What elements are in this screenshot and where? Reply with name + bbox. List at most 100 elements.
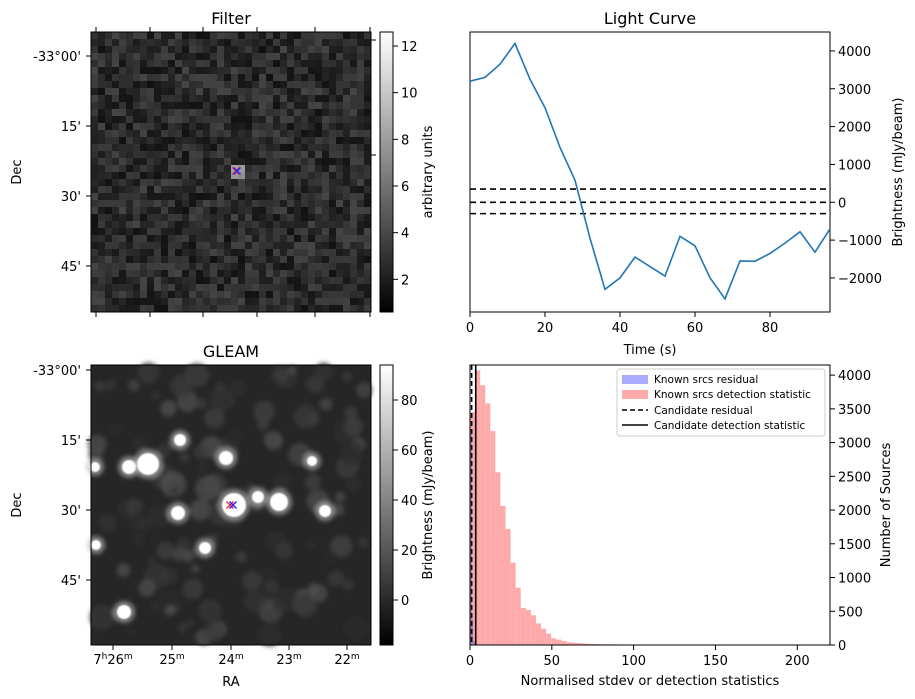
filter-colorbar-tick-label: 2 xyxy=(401,273,409,288)
lightcurve-ytick-label: 3000 xyxy=(838,83,871,98)
gleam-image xyxy=(86,362,373,647)
histogram-xlabel: Normalised stdev or detection statistics xyxy=(521,674,780,689)
histogram-ytick-label: 3500 xyxy=(838,403,871,418)
bar-known-detection xyxy=(500,506,506,645)
lightcurve-ytick-label: 4000 xyxy=(838,45,871,60)
bar-known-detection xyxy=(475,370,481,645)
lightcurve-ytick-label: 2000 xyxy=(838,121,871,136)
filter-ylabel: Dec xyxy=(10,159,25,184)
legend-swatch-known-detection xyxy=(622,390,648,399)
lightcurve-xtick-label: 80 xyxy=(762,321,779,336)
histogram-marks: 0 50 100 150 2000500100015002000250030003500… xyxy=(466,365,871,669)
bar-known-detection xyxy=(495,472,501,645)
filter-panel: Filter Dec -33°00' 15' 30' 45' 12108642 … xyxy=(10,9,436,317)
histogram-ytick-label: 3000 xyxy=(838,437,871,452)
histogram-xtick-label: 200 xyxy=(785,654,810,669)
bar-known-detection xyxy=(541,628,547,645)
lightcurve-title: Light Curve xyxy=(604,9,696,28)
gleam-candidate-marker xyxy=(226,501,237,509)
histogram-xtick-label: 50 xyxy=(544,654,561,669)
gleam-ytick-1: -33°00' xyxy=(33,364,81,379)
filter-frame xyxy=(90,31,372,313)
filter-image xyxy=(91,32,371,312)
gleam-ticks xyxy=(86,369,348,650)
histogram-ytick-label: 2000 xyxy=(838,504,871,519)
bar-known-detection xyxy=(490,431,496,645)
lightcurve-xtick-label: 20 xyxy=(537,321,554,336)
gleam-ytick-2: 15' xyxy=(61,434,81,449)
bar-known-detection xyxy=(551,638,557,645)
bar-known-detection xyxy=(485,403,491,645)
gleam-source xyxy=(122,460,136,474)
histogram-ytick-label: 500 xyxy=(838,605,863,620)
bar-known-detection xyxy=(525,609,531,645)
gleam-ylabel: Dec xyxy=(10,492,25,517)
gleam-xtick-5: 22m xyxy=(334,652,359,668)
bar-known-detection xyxy=(566,642,572,645)
lightcurve-ylabel: Brightness (mJy/beam) xyxy=(891,98,906,247)
filter-colorbar-tick-label: 4 xyxy=(401,227,409,242)
gleam-source xyxy=(199,542,211,554)
gleam-marker-blue xyxy=(229,501,237,509)
bar-known-detection xyxy=(470,412,476,645)
bar-known-detection xyxy=(591,643,597,645)
lightcurve-xtick-label: 40 xyxy=(612,321,629,336)
bar-known-detection xyxy=(530,615,536,645)
histogram-ytick-label: 0 xyxy=(838,639,846,654)
gleam-source xyxy=(137,453,159,475)
legend-label-known-residual: Known srcs residual xyxy=(654,374,758,386)
bar-known-residual xyxy=(473,640,475,645)
gleam-colorbar-tick-label: 0 xyxy=(401,594,409,609)
bar-known-detection xyxy=(510,562,516,645)
gleam-panel: GLEAM Dec -33°00' 15' 30' 45' 7h26m 25m … xyxy=(10,342,436,690)
lightcurve-xtick-label: 0 xyxy=(466,321,474,336)
filter-colorbar-label: arbitrary units xyxy=(421,125,436,218)
lightcurve-plot-area xyxy=(469,31,831,313)
filter-title: Filter xyxy=(211,9,251,28)
histogram-ytick-label: 1500 xyxy=(838,538,871,553)
gleam-colorbar xyxy=(379,364,394,646)
bar-known-residual xyxy=(471,619,474,645)
lightcurve-ytick-label: −1000 xyxy=(838,234,882,249)
filter-ticks xyxy=(86,27,376,317)
gleam-colorbar-tick-label: 40 xyxy=(401,494,418,509)
gleam-source xyxy=(174,434,186,446)
legend-label-known-detection: Known srcs detection statistic xyxy=(654,389,811,401)
gleam-xtick-3: 24m xyxy=(218,652,243,668)
filter-ytick-3: 30' xyxy=(61,190,81,205)
gleam-source xyxy=(91,540,101,550)
lightcurve-series-line xyxy=(469,41,831,301)
histogram-legend: Known srcs residual Known srcs detection… xyxy=(616,368,826,437)
bar-known-detection xyxy=(556,639,562,645)
bar-known-detection xyxy=(535,623,542,645)
histogram-ylabel: Number of Sources xyxy=(879,443,894,568)
histogram-ytick-label: 1000 xyxy=(838,572,871,587)
bar-known-detection xyxy=(571,642,577,645)
gleam-colorbar-label: Brightness (mJy/beam) xyxy=(421,431,436,580)
filter-colorbar-tick-label: 10 xyxy=(401,87,418,102)
bar-known-detection xyxy=(480,385,486,645)
gleam-colorbar-tick-label: 80 xyxy=(401,394,418,409)
bar-known-detection xyxy=(561,640,567,645)
histogram-xtick-label: 100 xyxy=(621,654,646,669)
histogram-frame xyxy=(469,364,831,646)
histogram-xtick-label: 150 xyxy=(703,654,728,669)
filter-colorbar-tick-label: 6 xyxy=(401,180,409,195)
gleam-bright-sources xyxy=(90,434,331,619)
bar-known-detection xyxy=(576,643,582,645)
lightcurve-panel: Light Curve 0 20 40 60 80 −2000 −1000 0 1000 2000… xyxy=(466,9,906,358)
lightcurve-ytick-label: 0 xyxy=(838,196,846,211)
gleam-xtick-4: 23m xyxy=(276,652,301,668)
lightcurve-xlabel: Time (s) xyxy=(623,343,677,358)
bar-known-detection xyxy=(581,643,587,645)
gleam-ytick-3: 30' xyxy=(61,504,81,519)
bar-known-detection xyxy=(546,633,552,645)
gleam-source xyxy=(219,451,233,465)
filter-ytick-1: -33°00' xyxy=(33,50,81,65)
bar-known-detection xyxy=(520,607,526,645)
filter-ytick-4: 45' xyxy=(61,260,81,275)
filter-colorbar-tick-label: 8 xyxy=(401,133,409,148)
lightcurve-ytick-label: −2000 xyxy=(838,272,882,287)
histogram-panel: 0 50 100 150 2000500100015002000250030003500… xyxy=(466,364,894,689)
